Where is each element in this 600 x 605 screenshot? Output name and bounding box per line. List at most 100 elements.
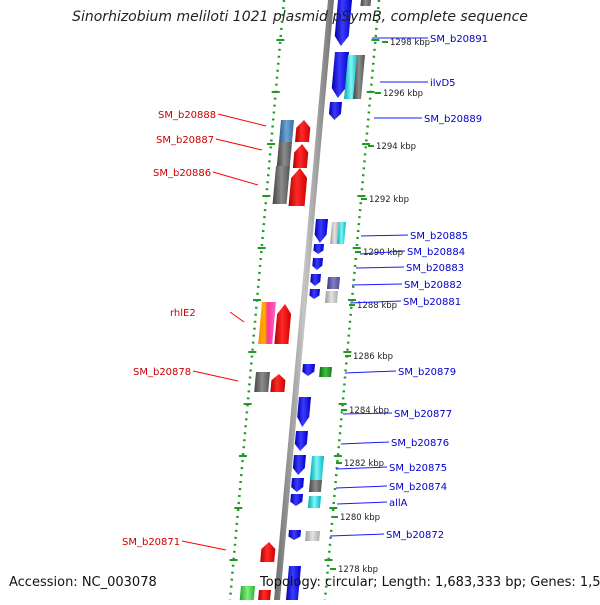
gene-domain-box: [319, 367, 332, 377]
gene-partial: [285, 566, 301, 600]
ruler-tick-label: 1294 kbp: [376, 142, 416, 152]
gene-label-reverse: SM_b20881: [403, 297, 461, 308]
gene-label-forward: rhlE2: [170, 308, 196, 319]
label-leader-line: [215, 138, 263, 151]
label-leader-line: [181, 540, 227, 551]
label-leader-line: [229, 311, 245, 323]
gene-alla: [290, 494, 303, 506]
gene-sm-b20879: [302, 364, 315, 376]
gene-domain-box: [305, 531, 320, 541]
gene-label-reverse: SM_b20879: [398, 367, 456, 378]
gene-label-reverse: SM_b20883: [406, 263, 464, 274]
gene-sm-b20875: [292, 455, 306, 475]
gene-domain-box: [337, 222, 346, 244]
gene-sm-b20887: [292, 144, 309, 168]
gene-domain-box: [326, 277, 340, 289]
label-leader-line: [359, 250, 406, 255]
gene-label-forward: SM_b20886: [153, 168, 211, 179]
gene-label-reverse: ilvD5: [430, 78, 456, 89]
gene-sm-b20884: [313, 244, 324, 254]
gene-label-reverse: SM_b20891: [430, 34, 488, 45]
ruler-tick-label: 1296 kbp: [383, 89, 423, 99]
gene-domain-box: [279, 120, 294, 142]
ruler-tick-label: 1280 kbp: [340, 513, 380, 523]
gene-features: [239, 0, 371, 600]
label-leader-line: [340, 441, 390, 445]
gene-label-forward: SM_b20888: [158, 110, 216, 121]
gene-label-forward: SM_b20887: [156, 135, 214, 146]
gene-sm-b20885: [314, 219, 328, 243]
gene-label-reverse: SM_b20876: [391, 438, 449, 449]
label-leader-line: [335, 485, 388, 489]
gene-label-reverse: SM_b20875: [389, 463, 447, 474]
gene-domain-box: [307, 496, 321, 508]
gene-label-reverse: SM_b20885: [410, 231, 468, 242]
gene-label-forward: SM_b20871: [122, 537, 180, 548]
ruler-tick-label: 1288 kbp: [357, 301, 397, 311]
gene-sm-b20878: [270, 374, 286, 392]
gene-sm-b20876: [294, 431, 308, 451]
label-leader-line: [336, 501, 388, 505]
gene-domain-box: [308, 480, 322, 492]
label-leader-line: [360, 234, 409, 237]
ruler-tick-label: 1282 kbp: [344, 459, 384, 469]
gene-label-reverse: SM_b20872: [386, 530, 444, 541]
gene-sm-b20872: [288, 530, 301, 540]
gene-sm-b20889: [328, 102, 342, 120]
topology-text: Topology: circular; Length: 1,683,333 bp…: [260, 575, 600, 590]
gene-partial: [258, 590, 271, 600]
ruler-tick-label: 1284 kbp: [349, 406, 389, 416]
gene-label-reverse: SM_b20884: [407, 247, 465, 258]
sequence-backbone: [274, 0, 334, 600]
gene-label-reverse: allA: [389, 498, 408, 509]
gene-label-reverse: SM_b20877: [394, 409, 452, 420]
gene-rhle2: [274, 304, 292, 344]
gene-ilvd5: [331, 52, 349, 98]
gene-domain-box: [276, 142, 292, 166]
gene-sm-b20891: [334, 0, 352, 46]
gene-domain-box: [353, 55, 365, 99]
ruler-tick-labels: 1298 kbp 1296 kbp 1294 kbp 1292 kbp 1290 kbp…: [330, 38, 430, 575]
gene-sm-b20881: [309, 289, 320, 299]
gene-sm-b20877: [297, 397, 311, 427]
gene-label-reverse: SM_b20882: [404, 280, 462, 291]
gene-domain-box: [258, 302, 276, 344]
ruler-tick-label: 1278 kbp: [338, 565, 378, 575]
gene-domain-box: [309, 456, 324, 480]
label-leader-line: [351, 283, 403, 286]
label-leader-line: [335, 466, 388, 470]
ruler-tick-label: 1292 kbp: [369, 195, 409, 205]
gene-sm-b20871: [260, 542, 276, 562]
map-title: Sinorhizobium meliloti 1021 plasmid pSym…: [72, 9, 528, 25]
gene-sm-b20883: [312, 258, 323, 270]
label-leader-line: [192, 370, 239, 382]
label-leader-line: [342, 412, 393, 415]
gene-labels: SM_b20888 SM_b20887 SM_b20886 rhlE2 SM_b2087…: [122, 34, 488, 551]
label-leader-line: [217, 113, 267, 127]
gene-domain-box: [360, 0, 371, 6]
label-leader-line: [349, 300, 402, 304]
gene-sm-b20882: [310, 274, 321, 286]
gene-label-reverse: SM_b20874: [389, 482, 447, 493]
accession-text: Accession: NC_003078: [9, 575, 157, 590]
ruler-tick-label: 1290 kbp: [363, 248, 403, 258]
ruler-tick-label: 1298 kbp: [390, 38, 430, 48]
label-leader-line: [212, 171, 259, 186]
label-leader-line: [329, 533, 385, 537]
gene-sm-b20874: [291, 478, 304, 492]
gene-domain-box: [272, 166, 290, 204]
ruler-tick-marks: [229, 39, 380, 561]
gene-domain-box: [254, 372, 270, 392]
gene-domain-box: [324, 291, 338, 303]
gene-partial: [239, 586, 255, 600]
gene-label-reverse: SM_b20889: [424, 114, 482, 125]
gene-label-forward: SM_b20878: [133, 367, 191, 378]
gene-sm-b20886: [288, 168, 308, 206]
gene-domain-box: [330, 222, 339, 244]
label-leader-line: [355, 266, 405, 269]
label-leader-line: [344, 370, 397, 374]
ruler-tick-label: 1286 kbp: [353, 352, 393, 362]
gene-sm-b20888: [295, 120, 311, 142]
